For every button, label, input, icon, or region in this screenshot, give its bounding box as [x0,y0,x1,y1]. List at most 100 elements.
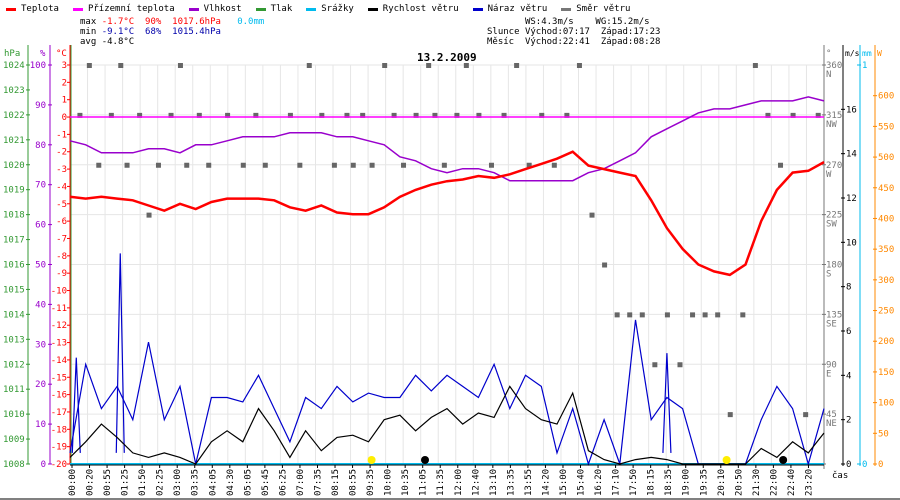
sun-label: Slunce [487,27,520,37]
pressure-tick-label: 1011 [3,385,25,395]
x-tick-label: 12:00 [454,469,464,496]
x-tick-label: 20:10 [717,469,727,496]
direction-point [77,112,83,118]
temperature-tick-label: -6 [56,217,67,227]
direction-point [413,112,419,118]
legend-item: Rychlost větru [367,4,459,14]
x-tick-label: 02:25 [156,469,166,496]
direction-point [360,112,366,118]
direction-point [514,63,520,68]
direction-point [297,162,303,168]
temperature-tick-label: 0 [62,113,67,123]
direction-point [177,63,183,68]
direction-point [287,112,293,118]
radiation-axis-label: W [877,49,882,58]
x-tick-label: 14:20 [541,469,551,496]
stats-block: max -1.7°C 90% 1017.6hPa 0.0mm min -9.1°… [80,17,264,47]
wind-tick-label: 6 [846,327,851,337]
humidity-tick-label: 40 [35,300,46,310]
direction-point [96,162,102,168]
x-tick-label: 08:15 [331,469,341,496]
temperature-tick-label: -5 [56,200,67,210]
moon-row: Měsíc Východ:22:41 Západ:08:28 [487,37,660,47]
pressure-tick-label: 1015 [3,285,25,295]
direction-compass-label: NW [826,120,837,130]
legend-label: Rychlost větru [382,4,459,14]
temperature-axis-label: °C [56,49,67,59]
legend-label: Vlhkost [203,4,242,14]
direction-compass-label: NE [826,419,837,429]
direction-point [306,63,312,68]
temperature-tick-label: -15 [51,373,67,383]
temperature-tick-label: -7 [56,234,67,244]
radiation-tick-label: 600 [878,92,894,102]
direction-point [137,112,143,118]
pressure-tick-label: 1021 [3,136,25,146]
humidity-tick-label: 50 [35,261,46,271]
max-humidity: 90% [145,17,162,27]
min-humidity: 68% [145,27,162,37]
temperature-tick-label: -2 [56,148,67,158]
min-pressure: 1015.4hPa [172,27,221,37]
direction-point [778,162,784,168]
legend: Teplota Přízemní teplota Vlhkost Tlak Srážky… [6,2,644,16]
radiation-tick-label: 250 [878,307,894,317]
direction-compass-label: SW [826,220,837,230]
direction-tick-label: 225 [826,211,842,221]
direction-point [253,112,259,118]
direction-point [501,112,507,118]
wind-summary-row: WS:4.3m/s WG:15.2m/s [487,17,660,27]
legend-swatch [255,7,266,11]
humidity-tick-label: 10 [35,420,46,430]
direction-tick-label: 135 [826,310,842,320]
x-tick-label: 09:35 [366,469,376,496]
stats-max-row: max -1.7°C 90% 1017.6hPa 0.0mm [80,17,264,27]
moonset: Západ:08:28 [600,37,661,47]
x-tick-label: 19:35 [699,469,709,496]
direction-point [350,162,356,168]
x-tick-label: 16:20 [594,469,604,496]
direction-point [803,412,809,418]
temperature-tick-label: -10 [51,287,67,297]
legend-swatch [472,7,483,11]
temperature-tick-label: -9 [56,269,67,279]
axes: hPa1024102310221021102010191018101710161… [3,45,894,470]
legend-item: Přízemní teplota [72,4,175,14]
legend-swatch [72,7,83,11]
direction-point [86,63,92,68]
series-line-temperature [69,150,825,277]
direction-compass-label: W [826,170,832,180]
x-tick-label: 20:50 [734,469,744,496]
pressure-tick-label: 1016 [3,261,25,271]
direction-tick-label: 360 [826,61,842,71]
legend-label: Srážky [321,4,354,14]
direction-tick-label: 45 [826,410,837,420]
direction-compass-label: SE [826,319,837,329]
series-line-wind-gust [69,319,825,467]
x-tick-label: 23:20 [804,469,814,496]
temperature-tick-label: -20 [51,460,67,470]
rain-tick-label: 1 [862,61,867,71]
x-tick-label: 22:40 [787,469,797,496]
direction-point [664,312,670,318]
wind-tick-label: 2 [846,416,851,426]
legend-item: Srážky [306,4,354,14]
x-tick-label: 12:40 [471,469,481,496]
radiation-tick-label: 0 [878,460,883,470]
direction-point [369,162,375,168]
temperature-tick-label: -4 [56,182,67,192]
direction-compass-label: N [826,70,831,80]
humidity-tick-label: 70 [35,181,46,191]
direction-point [765,112,771,118]
legend-label: Tlak [270,4,293,14]
direction-point [476,112,482,118]
avg-label: avg [80,37,97,47]
sun-row: Slunce Východ:07:17 Západ:17:23 [487,27,660,37]
temperature-tick-label: -8 [56,252,67,262]
direction-point [463,63,469,68]
wind-tick-label: 4 [846,371,851,381]
pressure-tick-label: 1009 [3,435,25,445]
direction-compass-label: E [826,369,831,379]
max-temp: -1.7°C [101,17,135,27]
x-tick-label: 13:10 [489,469,499,496]
